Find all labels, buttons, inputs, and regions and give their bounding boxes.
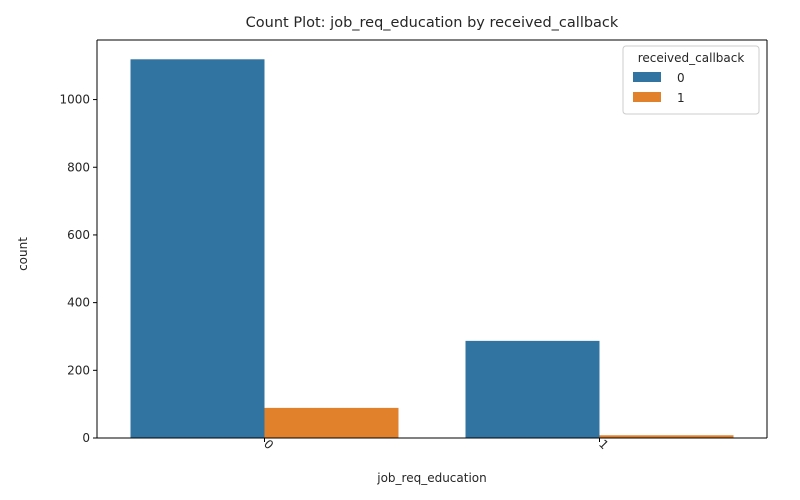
y-axis-title: count bbox=[16, 237, 30, 271]
legend-swatch-1 bbox=[633, 92, 661, 102]
y-tick-label: 1000 bbox=[59, 93, 90, 107]
chart-title: Count Plot: job_req_education by receive… bbox=[246, 15, 619, 31]
y-tick-label: 800 bbox=[67, 160, 90, 174]
x-tick-label: 1 bbox=[596, 437, 611, 452]
y-axis: 0 200 400 600 800 1000 bbox=[59, 40, 98, 445]
y-tick-label: 0 bbox=[82, 431, 90, 445]
y-tick-label: 200 bbox=[67, 363, 90, 377]
plot-area bbox=[97, 39, 768, 438]
legend-title: received_callback bbox=[638, 51, 745, 65]
bar-cat-1-series-1 bbox=[599, 435, 734, 438]
legend-swatch-0 bbox=[633, 72, 661, 82]
bar-cat-0-series-0 bbox=[130, 59, 265, 438]
bar-cat-1-series-0 bbox=[465, 340, 600, 438]
legend: received_callback 0 1 bbox=[622, 45, 760, 115]
legend-label-1: 1 bbox=[677, 91, 685, 105]
x-axis-title: job_req_education bbox=[376, 471, 487, 485]
y-tick-label: 600 bbox=[67, 228, 90, 242]
bar-cat-0-series-1 bbox=[264, 407, 399, 438]
x-tick-label: 0 bbox=[261, 437, 276, 452]
y-tick-label: 400 bbox=[67, 296, 90, 310]
legend-label-0: 0 bbox=[677, 71, 685, 85]
